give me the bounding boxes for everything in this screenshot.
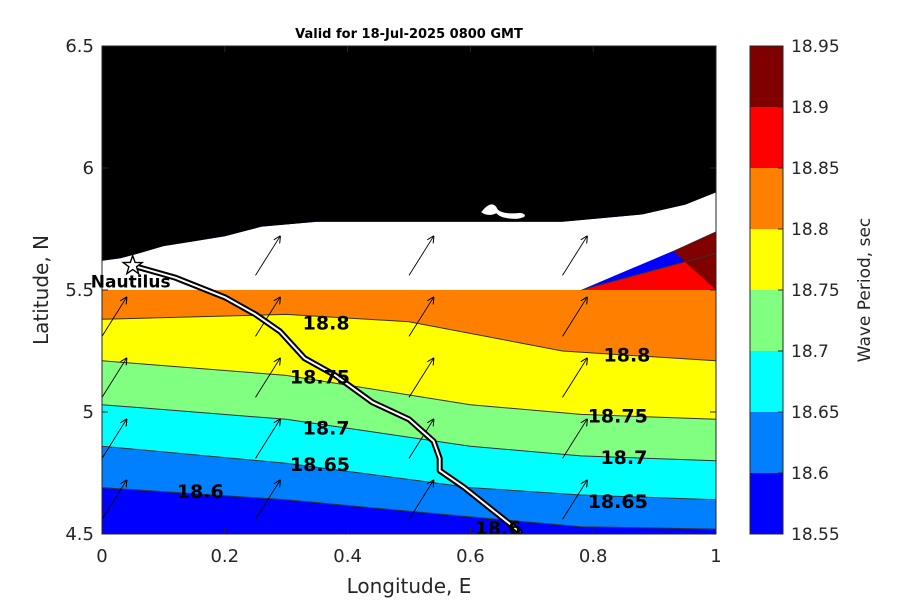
colorbar-segment xyxy=(750,290,783,351)
wave-direction-arrow xyxy=(562,419,588,459)
contour-band xyxy=(102,290,716,361)
colorbar-segment xyxy=(750,46,783,107)
x-tick-label: 0.4 xyxy=(333,546,362,567)
axes: 0 0.2 0.4 0.6 0.8 1 4.5 5 5.5 6 6.5 xyxy=(65,36,721,567)
contour-label: 18.75 xyxy=(290,366,350,388)
contour-line xyxy=(102,313,716,362)
x-tick-label: 0.6 xyxy=(456,546,485,567)
wave-direction-arrow xyxy=(408,236,434,276)
contour-band xyxy=(673,231,716,290)
chart-title: Valid for 18-Jul-2025 0800 GMT xyxy=(295,27,523,42)
colorbar-segment xyxy=(750,412,783,473)
colorbar-label: Wave Period, sec xyxy=(855,218,875,363)
station-marker-icon xyxy=(121,253,145,276)
contour-line xyxy=(102,487,716,530)
wave-direction-arrow xyxy=(408,297,434,337)
x-tick-label: 0 xyxy=(96,546,107,567)
x-tick-label: 1 xyxy=(710,546,721,567)
contour-label: 18.7 xyxy=(303,418,350,440)
x-tick-label: 0.8 xyxy=(579,546,608,567)
contour-label: 18.7 xyxy=(600,447,647,469)
colorbar-tick-label: 18.8 xyxy=(791,220,829,240)
contour-label: 18.6 xyxy=(475,518,522,540)
wave-direction-arrow xyxy=(102,358,127,398)
wave-direction-arrow xyxy=(255,236,281,276)
contour-label: 18.65 xyxy=(290,454,350,476)
wave-direction-arrow xyxy=(255,297,281,337)
wave-direction-arrow xyxy=(255,358,281,398)
contour-line xyxy=(102,445,716,501)
wave-direction-arrow xyxy=(408,480,434,520)
contour-line xyxy=(102,404,716,462)
wave-direction-arrow xyxy=(102,480,127,520)
contour-label: 18.8 xyxy=(303,313,350,335)
y-tick-label: 4.5 xyxy=(65,524,94,545)
vessel-track xyxy=(131,264,521,533)
x-axis-label: Longitude, E xyxy=(347,574,472,598)
contour-line xyxy=(102,360,716,420)
colorbar-tick-label: 18.7 xyxy=(791,342,829,362)
colorbar-tick-label: 18.9 xyxy=(791,98,829,118)
colorbar: 18.55 18.6 18.65 18.7 18.75 18.8 18.85 18.9 18.9… xyxy=(749,37,840,545)
wave-direction-arrow xyxy=(102,297,127,337)
contour-label: 18.8 xyxy=(604,344,651,366)
colorbar-segment xyxy=(750,107,783,168)
colorbar-tick-label: 18.95 xyxy=(791,37,840,57)
colorbar-segment xyxy=(750,168,783,229)
contour-label: 18.65 xyxy=(588,491,648,513)
y-tick-label: 6 xyxy=(83,158,94,179)
wave-direction-arrow xyxy=(255,419,281,459)
colorbar-tick-label: 18.75 xyxy=(791,281,840,301)
colorbar-tick-label: 18.85 xyxy=(791,159,840,179)
island-shape xyxy=(481,204,525,219)
x-tick-label: 0.2 xyxy=(210,546,239,567)
wave-direction-arrow xyxy=(562,358,588,398)
colorbar-tick-label: 18.6 xyxy=(791,464,829,484)
colorbar-tick-label: 18.65 xyxy=(791,403,840,423)
colorbar-segment xyxy=(750,351,783,412)
y-tick-label: 5 xyxy=(83,402,94,423)
y-tick-label: 6.5 xyxy=(65,36,94,57)
wave-direction-arrow xyxy=(255,480,281,520)
colorbar-segment xyxy=(750,473,783,534)
colorbar-segment xyxy=(750,229,783,290)
wave-direction-arrow xyxy=(408,419,434,459)
colorbar-tick-label: 18.55 xyxy=(791,525,840,545)
wave-direction-arrow xyxy=(408,358,434,398)
wave-direction-arrow xyxy=(562,297,588,337)
wave-direction-arrow xyxy=(102,419,127,459)
land-mass xyxy=(102,46,716,261)
no-data-region xyxy=(102,192,716,290)
contour-line xyxy=(580,252,716,291)
wave-direction-arrow xyxy=(562,480,588,520)
wave-direction-arrow xyxy=(562,236,588,276)
y-axis-label: Latitude, N xyxy=(29,235,53,345)
contour-label: 18.75 xyxy=(588,405,648,427)
contour-label: 18.6 xyxy=(177,481,224,503)
y-tick-label: 5.5 xyxy=(65,280,94,301)
plot-area: 18.8 18.8 18.75 18.75 18.7 18.7 18.65 18.65 18.6… xyxy=(102,46,716,540)
station-label: Nautilus xyxy=(91,273,171,293)
